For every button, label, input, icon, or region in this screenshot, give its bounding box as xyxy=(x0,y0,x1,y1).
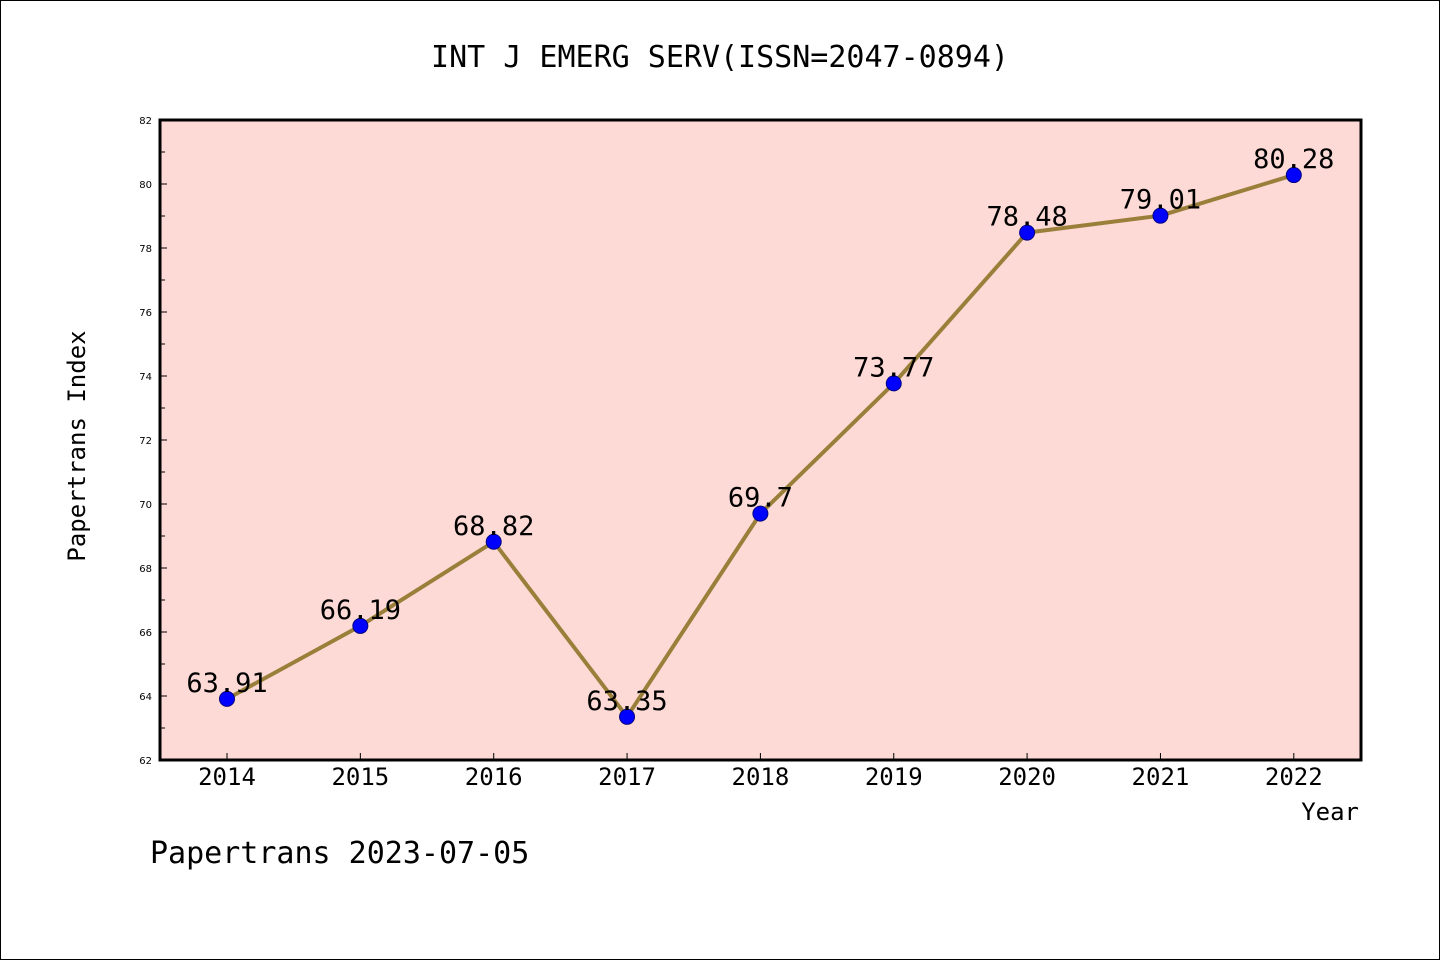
footer-date: Papertrans 2023-07-05 xyxy=(150,836,529,871)
y-tick-label: 78 xyxy=(139,244,152,255)
data-label: 80.28 xyxy=(1253,144,1334,175)
y-axis-label: Papertrans Index xyxy=(63,330,91,561)
data-point-marker xyxy=(1152,207,1169,224)
x-tick-label: 2014 xyxy=(198,763,256,791)
data-label: 63.91 xyxy=(186,668,267,699)
x-tick-label: 2019 xyxy=(865,763,923,791)
data-point-marker xyxy=(219,690,235,707)
y-tick-label: 62 xyxy=(139,756,152,767)
x-tick-label: 2016 xyxy=(465,763,523,791)
data-point-marker xyxy=(1285,167,1302,184)
y-tick-label: 68 xyxy=(139,564,152,575)
data-label: 78.48 xyxy=(986,202,1067,233)
x-tick-label: 2018 xyxy=(732,763,790,791)
x-tick-label: 2020 xyxy=(998,763,1056,791)
data-point-marker xyxy=(1019,224,1036,241)
data-label: 69.7 xyxy=(728,483,793,514)
data-label-group: 63.91 66.19 68.82 63.35 69.7 73.77 78.48 79.01 8… xyxy=(186,144,1334,717)
data-label: 63.35 xyxy=(586,686,667,717)
data-point-marker xyxy=(485,533,502,550)
y-tick-label: 74 xyxy=(139,372,152,383)
y-tick-label: 64 xyxy=(139,692,152,703)
data-point-marker xyxy=(885,375,902,392)
data-label: 73.77 xyxy=(853,352,934,383)
y-tick-label: 82 xyxy=(139,116,152,127)
y-tick-label: 70 xyxy=(139,500,152,511)
x-axis: 2014 2015 2016 2017 2018 2019 2020 2021 2022 xyxy=(198,753,1323,791)
x-tick-label: 2021 xyxy=(1132,763,1190,791)
y-tick-label: 66 xyxy=(139,628,152,639)
chart-title: INT J EMERG SERV(ISSN=2047-0894) xyxy=(431,40,1009,75)
plot-area xyxy=(160,120,1361,760)
marker-group xyxy=(219,167,1302,725)
y-tick-label: 72 xyxy=(139,436,152,447)
x-axis-label: Year xyxy=(1301,798,1359,826)
data-label: 66.19 xyxy=(320,595,401,626)
x-tick-label: 2022 xyxy=(1265,763,1323,791)
y-tick-label: 76 xyxy=(139,308,152,319)
y-tick-label: 80 xyxy=(139,180,152,191)
data-point-marker xyxy=(752,505,769,522)
plot-border xyxy=(158,118,1363,762)
y-axis: 62 64 66 68 70 72 74 76 78 80 82 xyxy=(139,116,167,767)
x-tick-label: 2017 xyxy=(598,763,656,791)
data-point-marker xyxy=(352,617,369,634)
data-point-marker xyxy=(619,708,636,725)
data-label: 68.82 xyxy=(453,511,534,542)
data-label: 79.01 xyxy=(1120,185,1201,216)
x-tick-label: 2015 xyxy=(331,763,389,791)
